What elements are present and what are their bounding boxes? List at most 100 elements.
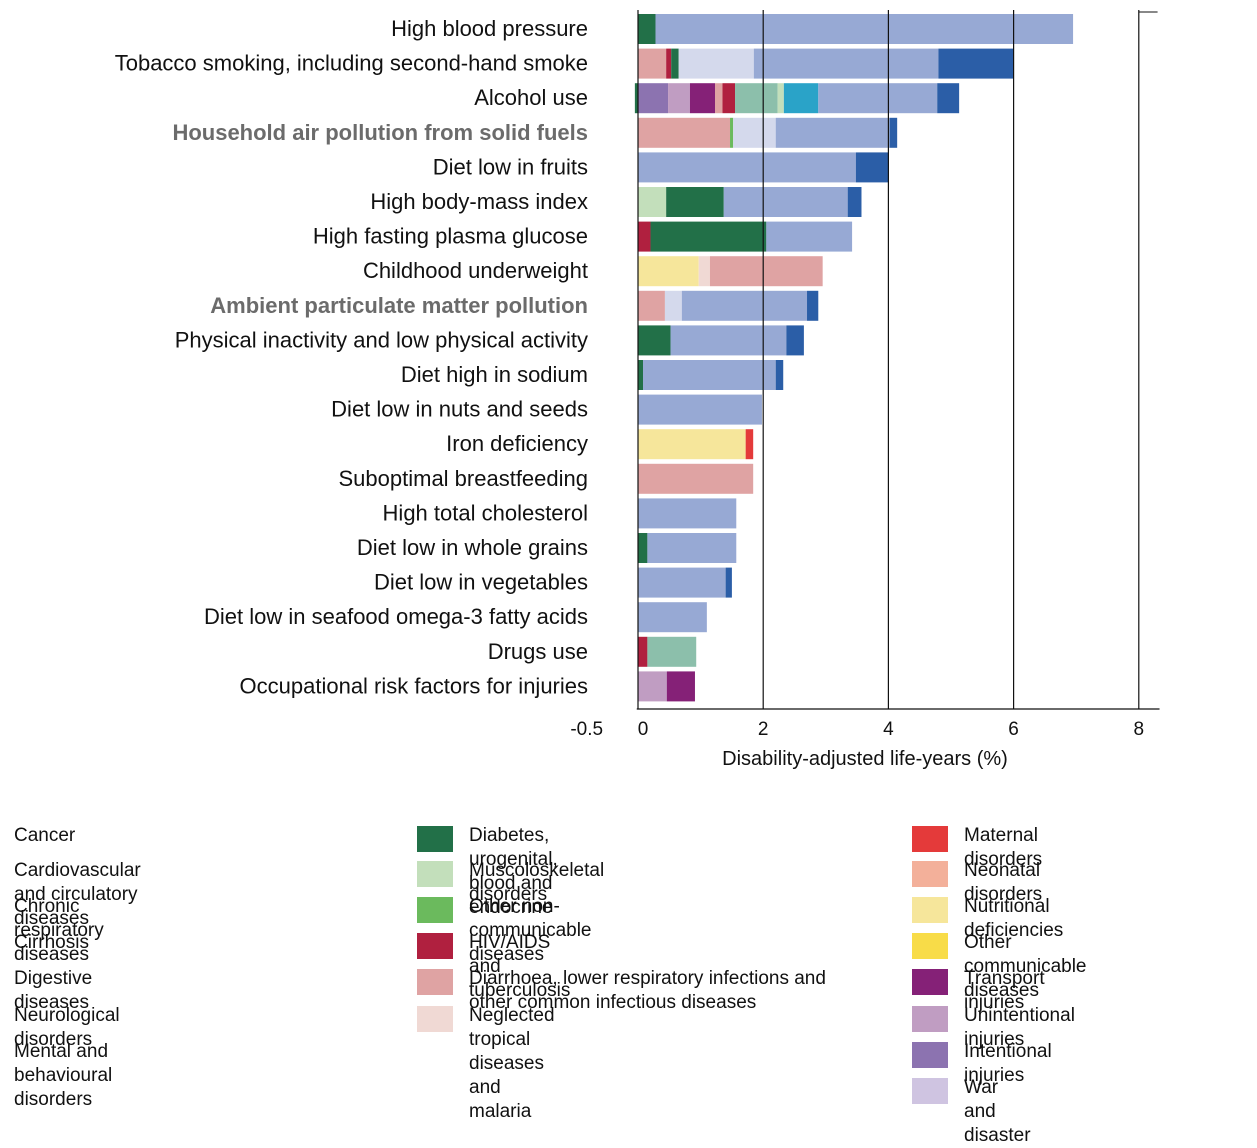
bar-segment (638, 187, 667, 217)
category-label: High total cholesterol (383, 500, 588, 525)
legend-label: Muscoloskeletal disorders (469, 860, 605, 905)
bar-segment (775, 117, 890, 148)
legend-label: Digestive diseases (14, 968, 93, 1013)
category-label: Diet low in fruits (433, 154, 588, 179)
legend-label: Unintentional injuries (964, 1005, 1075, 1050)
bar-segment (664, 290, 682, 321)
legend-label: Transport injuries (964, 968, 1045, 1013)
bar-segment (671, 48, 679, 79)
x-tick-label: 6 (1008, 719, 1019, 740)
bar-segment (638, 152, 856, 183)
category-label: Suboptimal breastfeeding (339, 466, 589, 491)
legend-swatch (912, 1042, 948, 1068)
stacked-bar-chart: -0.5 0 2 4 6 8 High blood pressure Tobacco smo… (115, 10, 1160, 770)
bar-segment (634, 83, 638, 114)
bar-segment (735, 83, 778, 114)
legend-swatch (417, 897, 453, 923)
x-axis-title: Disability-adjusted life-years (%) (722, 748, 1008, 770)
legend-label: Neonatal disorders (964, 860, 1043, 905)
legend-label: Mental and behavioural disorders (14, 1041, 113, 1110)
bar-segment (698, 256, 710, 287)
bar-segment (638, 48, 667, 79)
bar-segment (647, 533, 737, 563)
bar-segment (722, 83, 736, 114)
bar-segment (655, 14, 1074, 44)
legend-label: Diabetes, urogenital, blood and endocrin… (469, 825, 558, 918)
bar-segment (638, 394, 762, 425)
category-label: Diet low in seafood omega-3 fatty acids (204, 604, 588, 629)
bar-segment (638, 14, 656, 44)
legend-label: Other non-communicable diseases (469, 896, 592, 965)
bar-segment (638, 360, 644, 390)
x-tick-label: 4 (883, 719, 894, 740)
bar-segment (937, 83, 960, 114)
legend-label: Diarrhoea, lower respiratory infections … (469, 968, 826, 1013)
bar-segment (638, 567, 726, 598)
bar-segment (733, 117, 776, 148)
bar-segment (638, 671, 667, 702)
legend-label: HIV/AIDS and tuberculosis (469, 932, 571, 1001)
x-tick-label: -0.5 (570, 719, 603, 740)
x-tick-label: 8 (1134, 719, 1145, 740)
category-label: Drugs use (488, 639, 588, 664)
bar-segment (847, 187, 862, 217)
category-label: Physical inactivity and low physical act… (175, 327, 588, 352)
legend-label: Maternal disorders (964, 825, 1043, 870)
legend-label: Neurological disorders (14, 1005, 120, 1050)
legend-swatch (417, 969, 453, 995)
bar-segment (938, 48, 1014, 79)
legend-label: Cancer (14, 825, 76, 846)
bar-segment (783, 83, 819, 114)
category-label: Diet low in whole grains (357, 535, 588, 560)
legend-swatch (912, 826, 948, 852)
category-label: Alcohol use (474, 85, 588, 110)
legend-label: Cirrhosis (14, 932, 89, 953)
bar-segment (723, 187, 848, 217)
bar-segment (709, 256, 823, 287)
bar-segment (777, 83, 784, 114)
bar-segment (638, 429, 746, 460)
bar-segment (638, 498, 737, 529)
bar-segment (666, 187, 724, 217)
legend-swatch (912, 1078, 948, 1104)
category-label: High body-mass index (370, 189, 588, 214)
grid-layer (637, 10, 1158, 709)
x-tick-label: 2 (758, 719, 769, 740)
bar-segment (855, 152, 889, 183)
category-label: Diet low in nuts and seeds (331, 397, 588, 422)
legend-swatch (912, 861, 948, 887)
legend-swatch (417, 826, 453, 852)
bar-segment (678, 48, 754, 79)
legend-swatch (912, 897, 948, 923)
bar-segment (638, 602, 707, 633)
legend-swatch (417, 861, 453, 887)
bar-segment (638, 290, 665, 321)
bar-segment (753, 48, 939, 79)
category-labels: High blood pressure Tobacco smoking, incl… (115, 16, 588, 698)
x-axis: -0.5 0 2 4 6 8 (570, 708, 1160, 740)
bar-segment (638, 83, 669, 114)
legend-label: Neglected tropical diseases and malaria (469, 1005, 555, 1122)
bar-segment (889, 117, 898, 148)
category-label: Iron deficiency (446, 431, 588, 456)
category-label: Household air pollution from solid fuels (172, 120, 588, 145)
category-label: Diet low in vegetables (374, 570, 588, 595)
bar-segment (638, 256, 699, 287)
bar-segment (786, 325, 804, 356)
category-label: High fasting plasma glucose (313, 224, 588, 249)
bar-segment (766, 221, 853, 252)
bar-segment (818, 83, 938, 114)
category-label: Diet high in sodium (401, 362, 588, 387)
category-label: Occupational risk factors for injuries (240, 673, 588, 698)
bar-segment (666, 671, 695, 702)
bar-segment (668, 83, 690, 114)
bar-segment (638, 533, 648, 563)
legend-label: Nutritional deficiencies (964, 896, 1064, 941)
bar-segment (638, 221, 651, 252)
bars-layer (634, 14, 1074, 702)
bar-segment (666, 48, 672, 79)
legend-swatch (912, 1006, 948, 1032)
bar-segment (647, 636, 697, 667)
category-label: Childhood underweight (363, 258, 588, 283)
bar-segment (650, 221, 767, 252)
